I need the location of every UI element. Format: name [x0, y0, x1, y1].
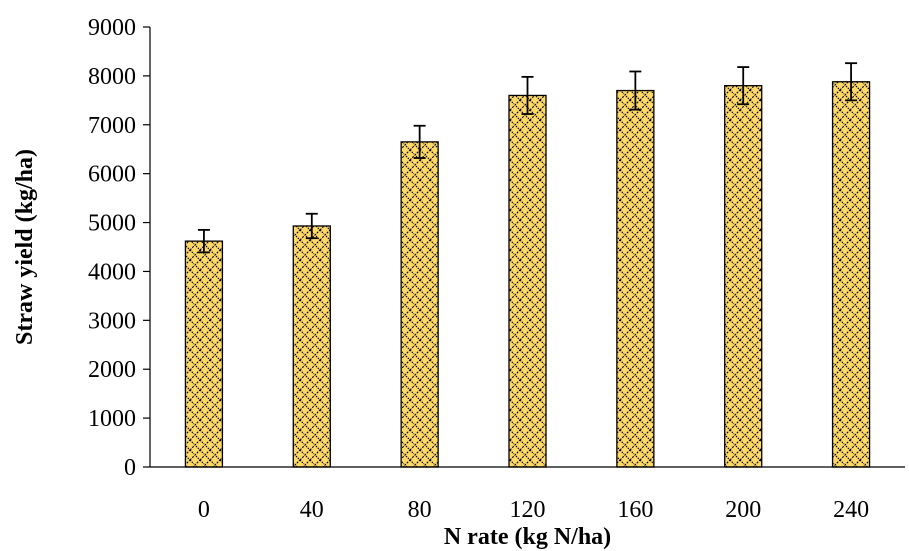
- bar: [616, 89, 655, 468]
- y-tick-label: 3000: [88, 308, 136, 334]
- x-tick-label: 0: [198, 497, 210, 523]
- x-tick-label: 120: [510, 497, 546, 523]
- x-tick-label: 240: [833, 497, 869, 523]
- y-tick-label: 9000: [88, 15, 136, 41]
- x-tick-label: 80: [408, 497, 432, 523]
- y-tick-label: 5000: [88, 211, 136, 237]
- y-tick-label: 6000: [88, 162, 136, 188]
- bar: [400, 141, 439, 468]
- bar: [831, 81, 871, 468]
- bar: [508, 94, 547, 468]
- y-axis-title: Straw yield (kg/ha): [12, 149, 38, 345]
- y-tick-label: 4000: [88, 259, 136, 285]
- error-bars-group: [197, 62, 858, 254]
- x-tick-label: 40: [300, 497, 324, 523]
- y-tick-label: 2000: [88, 357, 136, 383]
- bar: [724, 85, 763, 468]
- y-tick-label: 7000: [88, 113, 136, 139]
- y-tick-labels: 0 1000 2000 3000 4000 5000 6000 7000 8000 9000: [88, 15, 136, 481]
- x-tick-label: 160: [617, 497, 653, 523]
- y-tick-marks: [143, 26, 150, 468]
- x-axis-title: N rate (kg N/ha): [444, 524, 611, 550]
- x-tick-labels: 0 40 80 120 160 200 240: [198, 497, 869, 523]
- y-tick-label: 8000: [88, 64, 136, 90]
- y-tick-label: 1000: [88, 406, 136, 432]
- bar: [184, 240, 224, 468]
- x-tick-label: 200: [725, 497, 761, 523]
- bar: [292, 225, 331, 468]
- bars-group: [184, 81, 871, 468]
- y-tick-label: 0: [124, 455, 136, 481]
